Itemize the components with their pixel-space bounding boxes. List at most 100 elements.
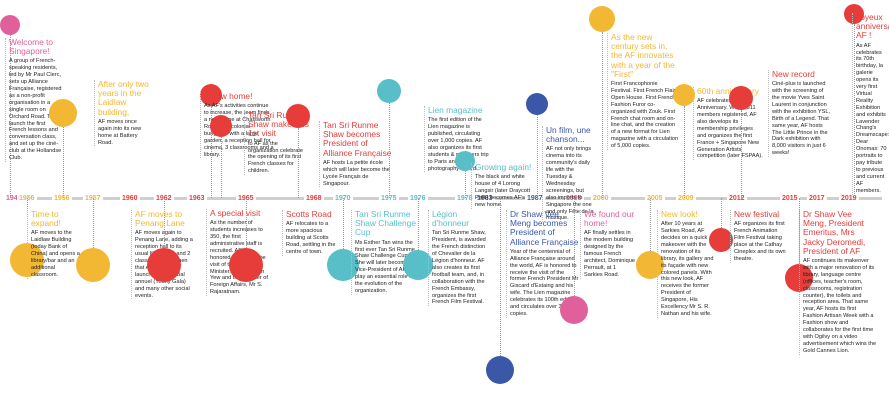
event-body: AF relocates to a more spacious building…: [286, 221, 336, 255]
year-marker: 1978: [455, 193, 475, 204]
event-body: The black and white house of 4 Lorong La…: [475, 174, 531, 208]
event-jacky-deromedi: Dr Shaw Vee Meng, President Emeritus, Mr…: [799, 209, 877, 355]
event-title: AF moves to Penang Lane: [135, 209, 185, 229]
year-marker: 1956: [17, 193, 37, 204]
year-marker: 2017: [807, 193, 827, 204]
event-title: Scotts Road: [286, 209, 332, 219]
year-marker: 1968: [304, 193, 324, 204]
event-runme-president: Tan Sri Runme Shaw becomes President of …: [319, 120, 393, 188]
event-title: Joyeux anniversaire AF !: [856, 12, 889, 41]
event-title: Dr Shaw Vee Meng becomes President of Al…: [510, 209, 579, 247]
year-marker: 2000: [591, 193, 611, 204]
year-marker: 1960: [120, 193, 140, 204]
event-body: AF moves to the Laidlaw Building (today …: [31, 230, 80, 278]
event-body: After 10 years at Sarkies Road, AF decid…: [661, 221, 714, 317]
connector-line: [93, 198, 94, 248]
event-body: First Francophonie Festival. First Frenc…: [611, 81, 679, 150]
connector-line: [684, 106, 685, 198]
event-dot: [526, 93, 548, 115]
year-marker: 1962: [154, 193, 174, 204]
event-growing-again: Growing again! The black and white house …: [471, 162, 536, 209]
event-dot: [147, 248, 181, 282]
event-dot: [709, 228, 733, 252]
event-new-festival: New festival AF organizes its first Frenc…: [730, 209, 788, 263]
year-marker: 1995: [564, 193, 584, 204]
event-body: AF celebrates its 60th Anniversary. With…: [697, 98, 763, 160]
connector-line: [10, 35, 11, 198]
year-marker: 1949: [4, 193, 24, 204]
event-title: We found our home!: [584, 209, 635, 229]
year-marker: 1956: [52, 193, 72, 204]
event-after-only-two-years: After only two years in the Laidlaw buil…: [94, 79, 149, 147]
event-shaw-vee-meng-president: Dr Shaw Vee Meng becomes President of Al…: [506, 209, 580, 318]
event-title: Dr Shaw Vee Meng, President Emeritus, Mr…: [803, 209, 866, 256]
connector-line: [650, 198, 651, 251]
connector-line: [602, 32, 603, 198]
event-scotts-road: Scotts Road AF relocates to a more spacio…: [282, 209, 340, 256]
event-dot: [49, 99, 77, 127]
event-title: Légion d'honneur: [432, 209, 469, 229]
event-60th-anniversary: 60th anniversary AF celebrates its 60th A…: [693, 86, 763, 161]
connector-line: [246, 198, 247, 248]
connector-line: [164, 198, 165, 248]
event-body: AF organizes its first French Animation …: [734, 221, 786, 262]
connector-line: [574, 198, 575, 296]
year-marker: 2019: [839, 193, 859, 204]
year-marker: 1976: [408, 193, 428, 204]
event-new-home: A new home! As AF's activities continue t…: [200, 91, 274, 159]
timeline-axis: [4, 197, 882, 200]
event-title: New record: [772, 69, 815, 79]
event-body: Ciné-plus is launched with the screening…: [772, 81, 831, 157]
event-body: AF finally settles in the modern buildin…: [584, 230, 635, 278]
event-body: Tan Sri Runme Shaw, President, is awarde…: [432, 230, 486, 306]
event-title: As the new century sets in, the AF innov…: [611, 32, 675, 79]
event-dot: [229, 248, 263, 282]
event-body: Ms Esther Tan wins the first ever Tan Sr…: [355, 239, 417, 294]
event-body: AF moves once again into its new home at…: [98, 118, 142, 146]
event-title: Tan Sri Runme Shaw makes his 1st visit: [248, 110, 309, 139]
event-new-record: New record Ciné-plus is launched with the…: [768, 69, 832, 158]
event-dot: [200, 84, 222, 106]
event-un-film: Un film, une chanson... AF not only bring…: [542, 125, 594, 223]
event-new-look: New look! After 10 years at Sarkies Road,…: [657, 209, 718, 318]
event-dot: [486, 356, 514, 384]
year-marker: 2009: [676, 193, 696, 204]
event-dot: [673, 84, 695, 106]
event-title: 60th anniversary: [697, 86, 759, 96]
year-marker: 1975: [379, 193, 399, 204]
year-marker: 1963: [187, 193, 207, 204]
event-body: As AF celebrates its 70th birthday, la g…: [856, 42, 889, 194]
event-title: After only two years in the Laidlaw buil…: [98, 79, 149, 117]
event-title: Tan Sri Runme Shaw becomes President of …: [323, 120, 392, 158]
event-dot: [636, 251, 664, 279]
event-title: Welcome to Singapore!: [9, 37, 54, 57]
event-dot: [210, 115, 232, 137]
event-title: New festival: [734, 209, 780, 219]
event-dot: [377, 79, 401, 103]
connector-line: [389, 103, 390, 198]
year-marker: 1957: [83, 193, 103, 204]
event-challenge-cup: Tan Sri Runme Shaw Challenge Cup Ms Esthe…: [351, 209, 419, 295]
event-runme-first-visit: Tan Sri Runme Shaw makes his 1st visit to…: [244, 110, 309, 176]
event-legion-honneur: Légion d'honneur Tan Sri Runme Shaw, Pres…: [428, 209, 488, 307]
year-marker: 1965: [236, 193, 256, 204]
event-title: A new home!: [204, 91, 253, 101]
connector-line: [211, 106, 212, 198]
connector-line: [741, 110, 742, 198]
event-title: Lien magazine: [428, 105, 483, 115]
connector-line: [298, 128, 299, 198]
connector-line: [465, 171, 466, 198]
event-dot: [560, 296, 588, 324]
connector-line: [63, 127, 64, 198]
event-body: AF continues its makeover with a major r…: [803, 258, 877, 354]
event-dot: [286, 104, 310, 128]
event-body: Year of the centennial of Alliance Franç…: [510, 248, 579, 317]
year-marker: 2015: [780, 193, 800, 204]
event-title: Growing again!: [475, 162, 532, 172]
event-joyeux-anniversaire: Joyeux anniversaire AF !As AF celebrates…: [852, 12, 889, 195]
connector-line: [854, 24, 855, 198]
event-time-to-expand: Time to expand! AF moves to the Laidlaw B…: [27, 209, 83, 279]
event-body: to AF as the organization celebrate the …: [248, 140, 304, 175]
event-dot: [729, 86, 753, 110]
connector-line: [500, 198, 501, 356]
